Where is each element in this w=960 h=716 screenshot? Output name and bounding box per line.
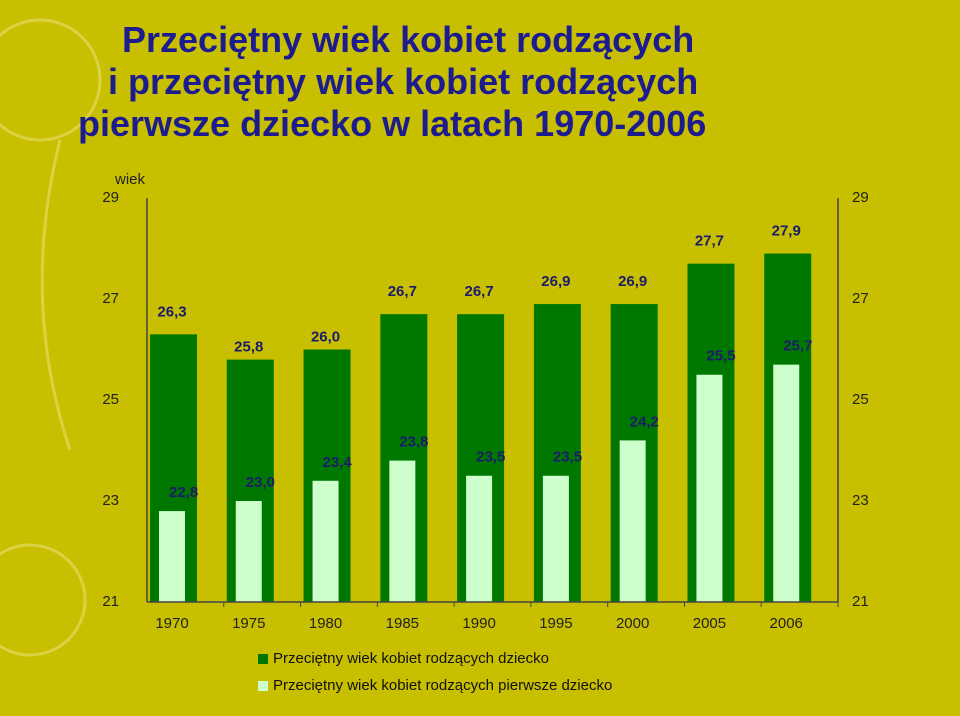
- y-axis-label: wiek: [114, 171, 146, 188]
- bar: [312, 480, 339, 602]
- y2-tick-label: 25: [852, 391, 869, 408]
- x-tick-label: 1995: [539, 615, 572, 632]
- value-label: 24,2: [630, 413, 659, 430]
- value-label: 25,5: [706, 348, 735, 365]
- bar: [773, 364, 800, 602]
- value-label: 23,8: [399, 434, 428, 451]
- chart-title: Przeciętny wiek kobiet rodzących: [122, 19, 694, 60]
- y2-tick-label: 23: [852, 492, 869, 509]
- x-tick-label: 1970: [155, 615, 188, 632]
- value-label: 26,9: [541, 273, 570, 290]
- x-tick-label: 2000: [616, 615, 649, 632]
- y-tick-label: 29: [102, 189, 119, 206]
- legend-swatch: [258, 681, 268, 691]
- y-tick-label: 23: [102, 492, 119, 509]
- y-tick-label: 21: [102, 593, 119, 610]
- legend-swatch: [258, 654, 268, 664]
- value-label: 22,8: [169, 484, 198, 501]
- x-tick-label: 1975: [232, 615, 265, 632]
- value-label: 25,8: [234, 339, 263, 356]
- value-label: 26,7: [465, 283, 494, 300]
- bar: [466, 475, 493, 602]
- y-tick-label: 25: [102, 391, 119, 408]
- y-tick-label: 27: [102, 290, 119, 307]
- bar: [159, 511, 185, 602]
- x-tick-label: 1980: [309, 615, 342, 632]
- value-label: 25,7: [783, 338, 812, 355]
- bar: [542, 475, 569, 602]
- legend-label: Przeciętny wiek kobiet rodzących pierwsz…: [273, 677, 612, 694]
- y2-tick-label: 29: [852, 189, 869, 206]
- value-label: 26,9: [618, 273, 647, 290]
- chart-title: pierwsze dziecko w latach 1970-2006: [78, 103, 706, 144]
- chart-title: i przeciętny wiek kobiet rodzących: [108, 61, 698, 102]
- x-tick-label: 2006: [770, 615, 803, 632]
- value-label: 23,4: [323, 454, 353, 471]
- value-label: 27,7: [695, 233, 724, 250]
- value-label: 27,9: [772, 223, 801, 240]
- value-label: 26,0: [311, 328, 340, 345]
- x-tick-label: 1990: [462, 615, 495, 632]
- value-label: 23,5: [553, 449, 582, 466]
- value-label: 23,0: [246, 474, 275, 491]
- bar: [619, 440, 646, 602]
- background-decoration: [0, 18, 102, 657]
- y2-tick-label: 27: [852, 290, 869, 307]
- bar: [696, 374, 723, 602]
- value-label: 23,5: [476, 449, 505, 466]
- x-tick-label: 2005: [693, 615, 726, 632]
- value-label: 26,3: [157, 303, 186, 320]
- bar: [389, 460, 416, 602]
- y2-tick-label: 21: [852, 593, 869, 610]
- legend-label: Przeciętny wiek kobiet rodzących dziecko: [273, 650, 549, 667]
- value-label: 26,7: [388, 283, 417, 300]
- bar: [235, 501, 262, 602]
- x-tick-label: 1985: [386, 615, 419, 632]
